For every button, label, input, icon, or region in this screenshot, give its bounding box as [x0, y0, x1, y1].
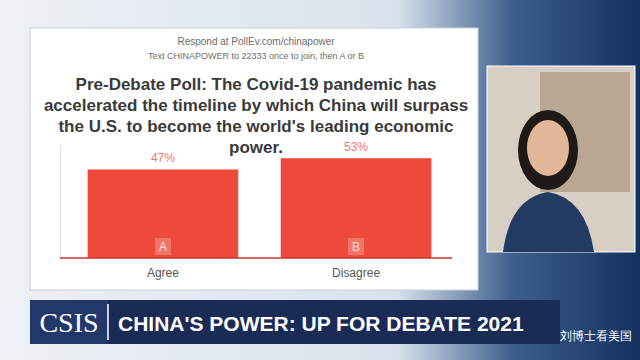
- chart-title-line: power.: [229, 138, 283, 157]
- poll-instruction: Text CHINAPOWER to 22333 once to join, t…: [148, 51, 364, 61]
- bar: [88, 169, 239, 258]
- page-svg: Respond at PollEv.com/chinapower Text CHI…: [0, 0, 640, 360]
- speaker-video: [487, 66, 635, 252]
- chart-title-line: Pre-Debate Poll: The Covid-19 pandemic h…: [76, 75, 437, 94]
- x-axis-line: [60, 257, 452, 259]
- banner-text: CHINA'S POWER: UP FOR DEBATE 2021: [118, 312, 524, 335]
- chart-title-line: accelerated the timeline by which China …: [44, 96, 468, 115]
- data-label: 47%: [151, 151, 175, 165]
- banner-bar: [30, 300, 560, 344]
- background: [0, 0, 640, 360]
- y-axis: [60, 146, 61, 259]
- chart-title: Pre-Debate Poll: The Covid-19 pandemic h…: [44, 75, 468, 157]
- y-axis-line: [60, 146, 61, 259]
- x-tick: Agree: [147, 258, 179, 280]
- option-letter: A: [159, 240, 167, 254]
- chart-title-line: the U.S. to become the world's leading e…: [58, 117, 453, 136]
- option-badge: [348, 238, 364, 255]
- option-badge: [155, 238, 171, 255]
- x-axis: Agree Disagree: [60, 258, 452, 280]
- x-tick-label: Agree: [147, 266, 179, 280]
- data-label: 53%: [344, 140, 368, 154]
- logo-box: [30, 300, 108, 344]
- speaker-body: [503, 192, 594, 252]
- bar: [281, 158, 432, 258]
- banner-separator: [107, 304, 109, 340]
- x-tick: Disagree: [332, 258, 380, 280]
- option-letter: B: [352, 240, 360, 254]
- x-tick-label: Disagree: [332, 266, 380, 280]
- logo-text: CSIS: [39, 307, 98, 338]
- poll-card: [30, 28, 478, 290]
- watermark: 刘博士看美国: [560, 329, 632, 343]
- speaker-hair: [518, 110, 578, 190]
- poll-prompt: Respond at PollEv.com/chinapower: [177, 36, 335, 47]
- plot-area: [88, 158, 432, 258]
- speaker-face: [527, 120, 569, 176]
